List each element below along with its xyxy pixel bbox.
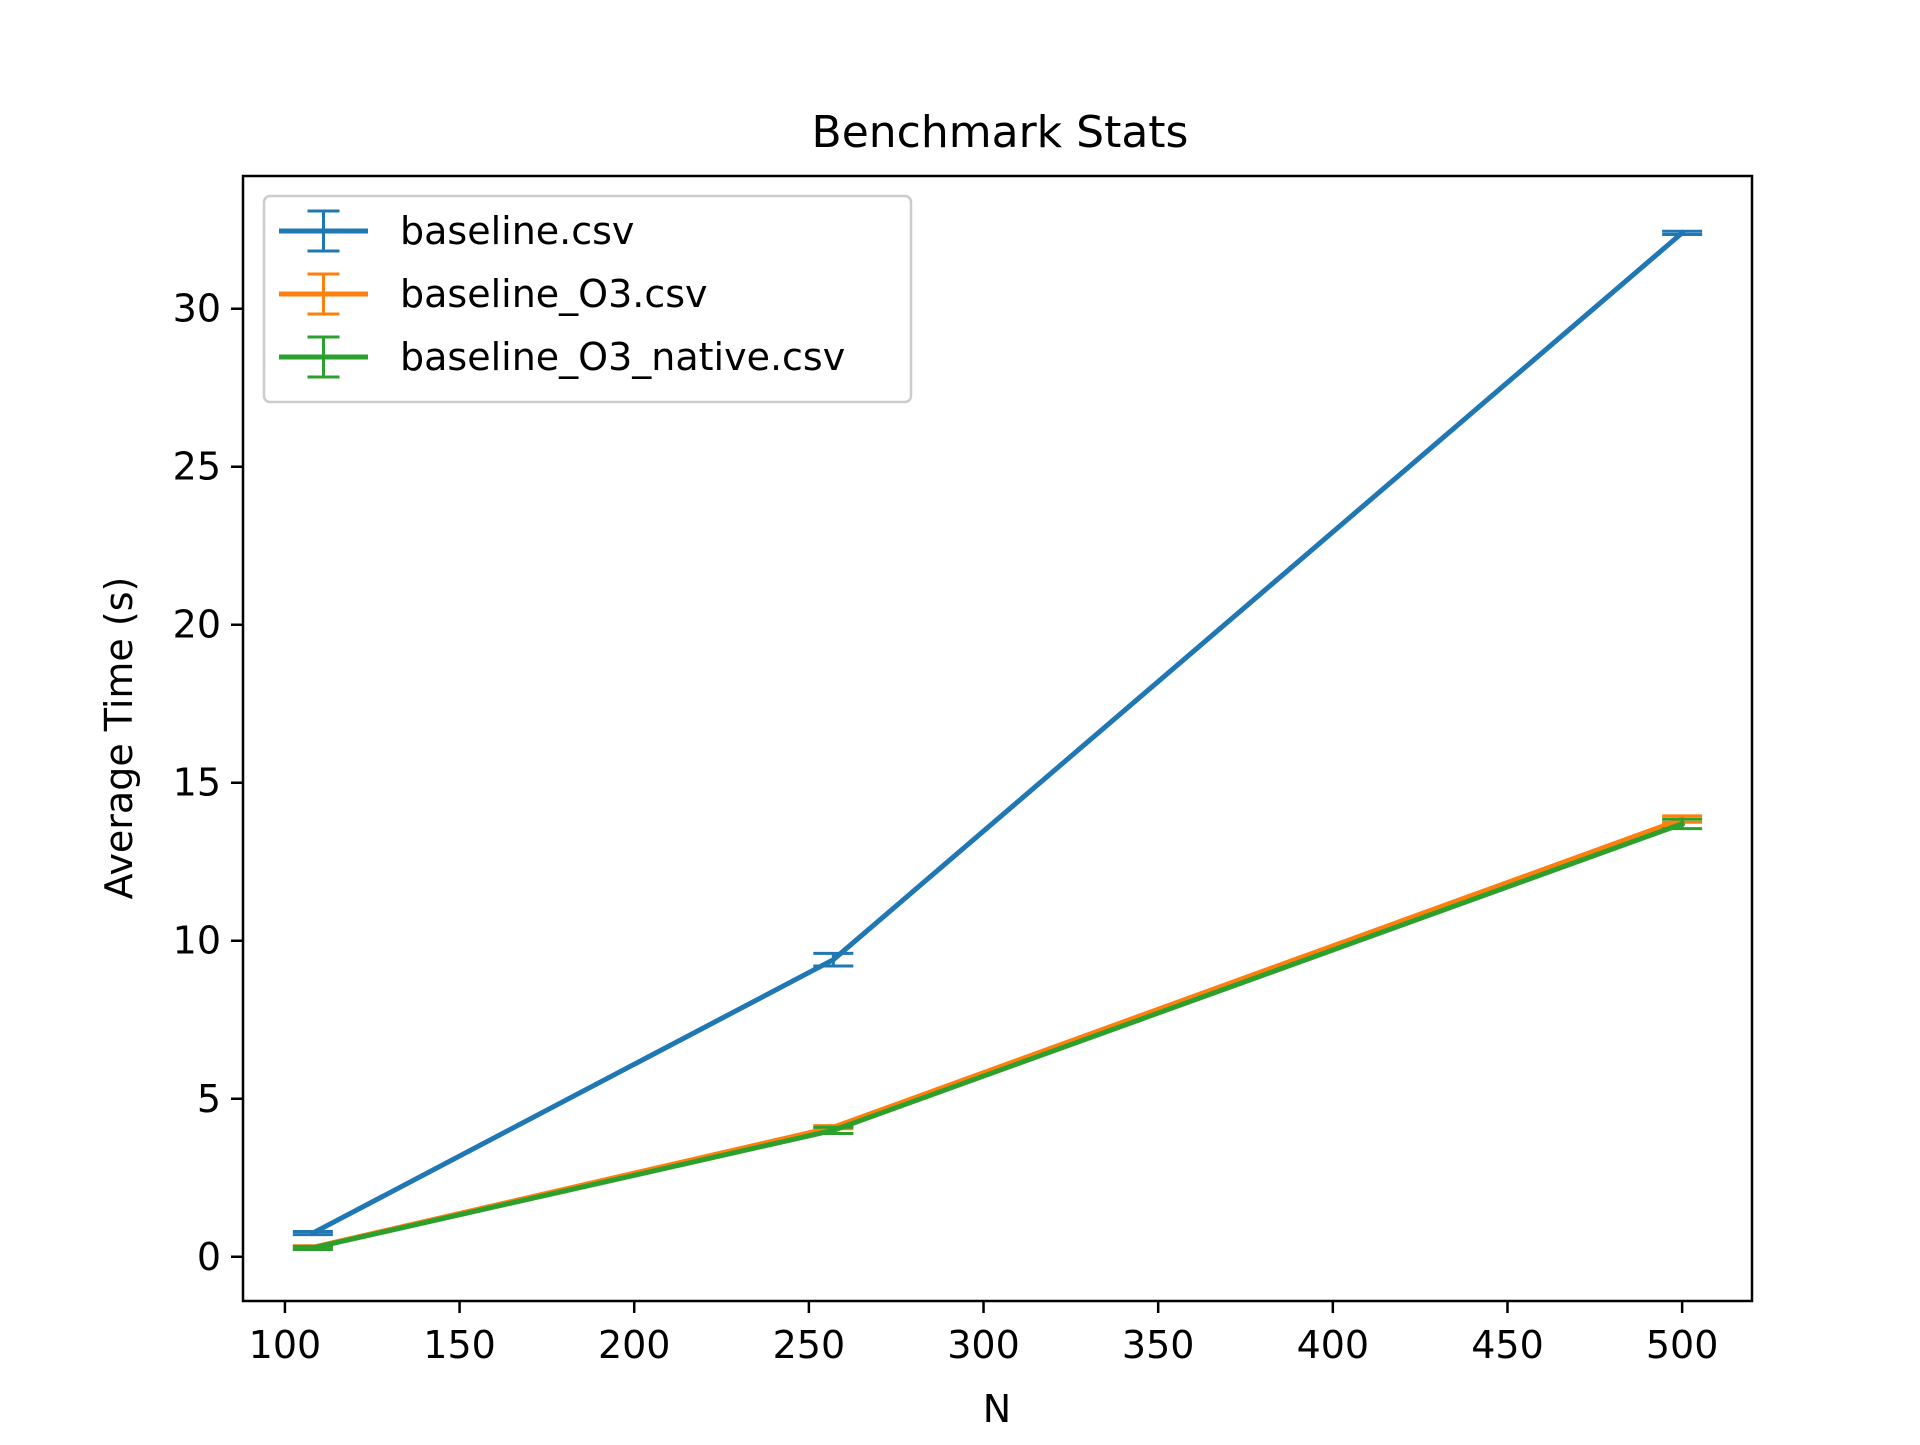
x-tick-label: 350 xyxy=(1122,1323,1195,1367)
y-tick-label: 20 xyxy=(173,603,221,647)
x-tick-label: 450 xyxy=(1471,1323,1544,1367)
y-tick-label: 25 xyxy=(173,445,221,489)
x-tick-label: 100 xyxy=(249,1323,322,1367)
x-tick-label: 500 xyxy=(1646,1323,1719,1367)
y-tick-label: 15 xyxy=(173,761,221,805)
x-tick-label: 200 xyxy=(598,1323,671,1367)
x-tick-label: 250 xyxy=(773,1323,846,1367)
x-tick-label: 400 xyxy=(1297,1323,1370,1367)
legend-label: baseline_O3_native.csv xyxy=(400,335,845,379)
y-axis-label: Average Time (s) xyxy=(97,577,141,900)
legend-label: baseline_O3.csv xyxy=(400,272,708,316)
x-tick-label: 300 xyxy=(947,1323,1020,1367)
x-axis-label: N xyxy=(983,1387,1011,1431)
x-tick-label: 150 xyxy=(423,1323,496,1367)
legend: baseline.csv baseline_O3.csv baseline_O3_n… xyxy=(264,196,911,402)
y-tick-label: 30 xyxy=(173,287,221,331)
y-tick-label: 5 xyxy=(197,1077,221,1121)
legend-label: baseline.csv xyxy=(400,209,634,253)
y-tick-label: 0 xyxy=(197,1235,221,1279)
chart-title: Benchmark Stats xyxy=(812,107,1189,158)
y-tick-label: 10 xyxy=(173,919,221,963)
